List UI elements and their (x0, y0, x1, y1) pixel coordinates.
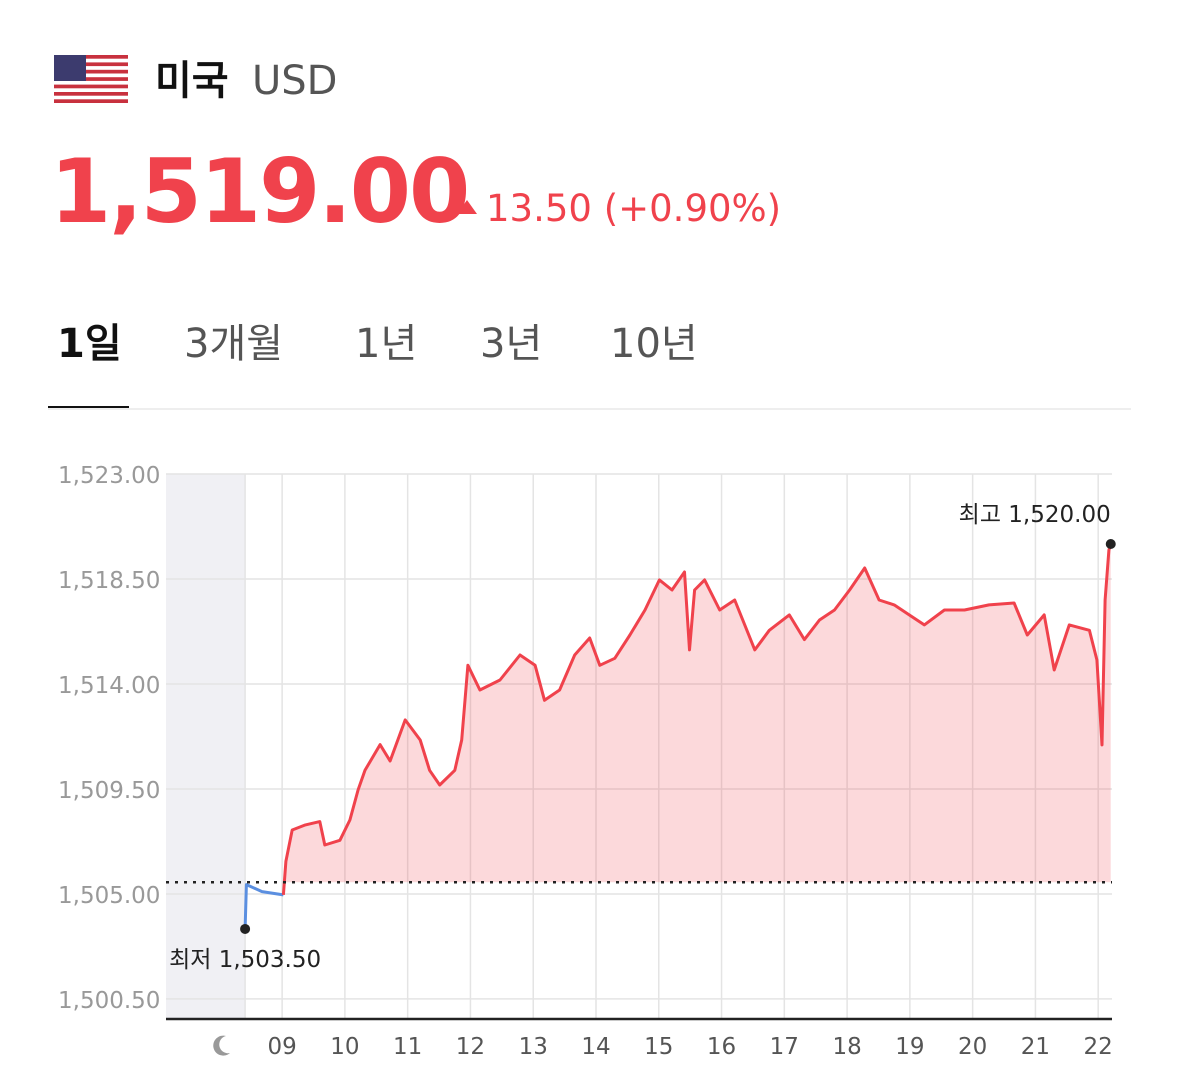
up-arrow (457, 200, 477, 214)
y-tick-label: 1,509.50 (58, 778, 160, 804)
x-tick-label: 21 (1021, 1034, 1050, 1060)
chart: 1,523.00 1,518.50 1,514.00 1,509.50 1,505.00… (58, 463, 1116, 1060)
currency: USD (252, 58, 337, 104)
x-tick-label: 20 (958, 1034, 987, 1060)
x-tick-label: 12 (456, 1034, 485, 1060)
annotation-dot (1105, 538, 1116, 549)
x-tick-label: 13 (519, 1034, 548, 1060)
x-tick-label: 17 (770, 1034, 799, 1060)
tab[interactable]: 3개월 (184, 321, 283, 367)
annotation-label: 최고 1,520.00 (959, 502, 1111, 528)
night-icon (213, 1035, 230, 1056)
x-tick-label: 19 (895, 1034, 924, 1060)
change-value: 13.50 (486, 187, 592, 230)
area-fill (283, 544, 1111, 895)
x-tick-label: 10 (330, 1034, 359, 1060)
tab[interactable]: 1일 (57, 321, 122, 367)
flag (54, 55, 128, 103)
y-tick-label: 1,500.50 (58, 988, 160, 1014)
annotation-dot (240, 923, 251, 934)
tabs: 1일 3개월 1년 3년 10년 (48, 321, 698, 410)
y-tick-label: 1,518.50 (58, 568, 160, 594)
y-tick-label: 1,505.00 (58, 883, 160, 909)
x-tick-label: 15 (644, 1034, 673, 1060)
price: 1,519.00 (50, 140, 468, 243)
change: 13.50 (+0.90%) (486, 187, 781, 230)
x-tick-label: 14 (581, 1034, 610, 1060)
change-percent: (+0.90%) (604, 187, 781, 230)
tab[interactable]: 10년 (610, 321, 698, 367)
price-line (243, 883, 284, 929)
y-tick-label: 1,514.00 (58, 673, 160, 699)
x-tick-label: 22 (1084, 1034, 1113, 1060)
x-tick-label: 16 (707, 1034, 736, 1060)
night-shade (166, 474, 246, 1019)
x-tick-label: 18 (832, 1034, 861, 1060)
x-tick-label: 11 (393, 1034, 422, 1060)
price-line (281, 543, 1113, 896)
annotation-label: 최저 1,503.50 (169, 947, 321, 973)
tab[interactable]: 1년 (355, 321, 417, 367)
x-tick-label: 09 (267, 1034, 296, 1060)
y-tick-label: 1,523.00 (58, 463, 160, 489)
tab[interactable]: 3년 (480, 321, 542, 367)
country: 미국 (155, 58, 229, 104)
